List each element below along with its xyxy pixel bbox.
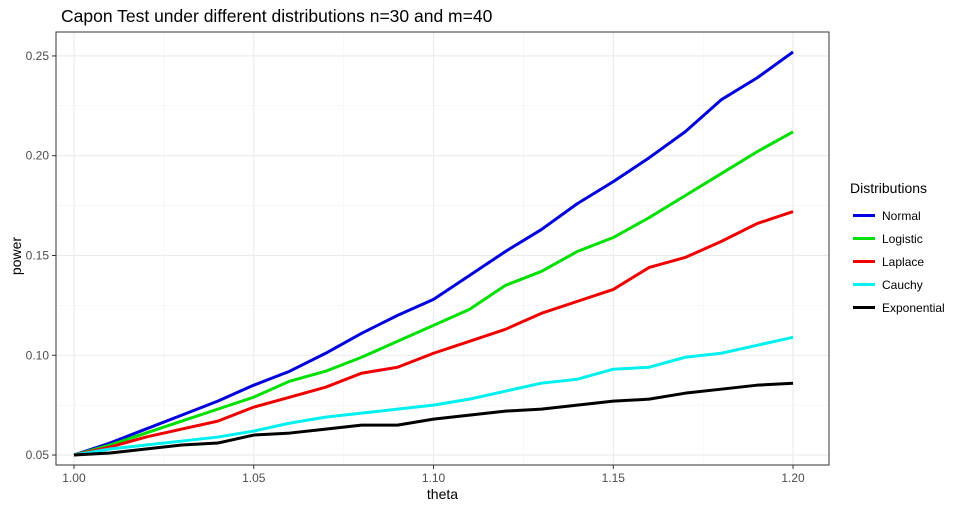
y-tick-label: 0.10 xyxy=(26,348,50,362)
legend-swatch xyxy=(853,306,875,309)
panel-border xyxy=(55,31,830,466)
legend-label: Normal xyxy=(882,208,921,223)
y-tick-label: 0.25 xyxy=(26,49,50,63)
legend-swatch xyxy=(853,214,875,217)
legend-item-laplace: Laplace xyxy=(850,250,945,273)
series-line-normal xyxy=(73,50,794,457)
legend-item-normal: Normal xyxy=(850,204,945,227)
legend: Distributions Normal Logistic Laplace Cauch… xyxy=(850,180,945,319)
series-line-logistic xyxy=(73,130,794,457)
x-axis-title: theta xyxy=(426,486,459,502)
legend-label: Exponential xyxy=(882,300,945,315)
x-tick-label: 1.00 xyxy=(62,471,86,485)
y-tick-label: 0.20 xyxy=(26,149,50,163)
legend-label: Laplace xyxy=(882,254,925,269)
x-tick-label: 1.05 xyxy=(242,471,266,485)
x-tick-label: 1.20 xyxy=(781,471,805,485)
legend-swatch xyxy=(853,283,875,286)
legend-item-exponential: Exponential xyxy=(850,296,945,319)
legend-label: Cauchy xyxy=(882,277,923,292)
legend-label: Logistic xyxy=(882,231,923,246)
y-tick-label: 0.05 xyxy=(26,448,50,462)
chart-title: Capon Test under different distributions… xyxy=(61,6,493,26)
y-axis-title: power xyxy=(8,236,24,276)
legend-item-logistic: Logistic xyxy=(850,227,945,250)
legend-item-cauchy: Cauchy xyxy=(850,273,945,296)
series-line-laplace xyxy=(73,210,794,457)
legend-swatch xyxy=(853,237,875,240)
x-tick-label: 1.15 xyxy=(602,471,626,485)
series-line-cauchy xyxy=(73,335,794,457)
legend-swatch xyxy=(853,260,875,263)
legend-title: Distributions xyxy=(850,180,928,196)
x-tick-label: 1.10 xyxy=(422,471,446,485)
y-tick-label: 0.15 xyxy=(26,248,50,262)
series-line-exponential xyxy=(73,381,794,457)
